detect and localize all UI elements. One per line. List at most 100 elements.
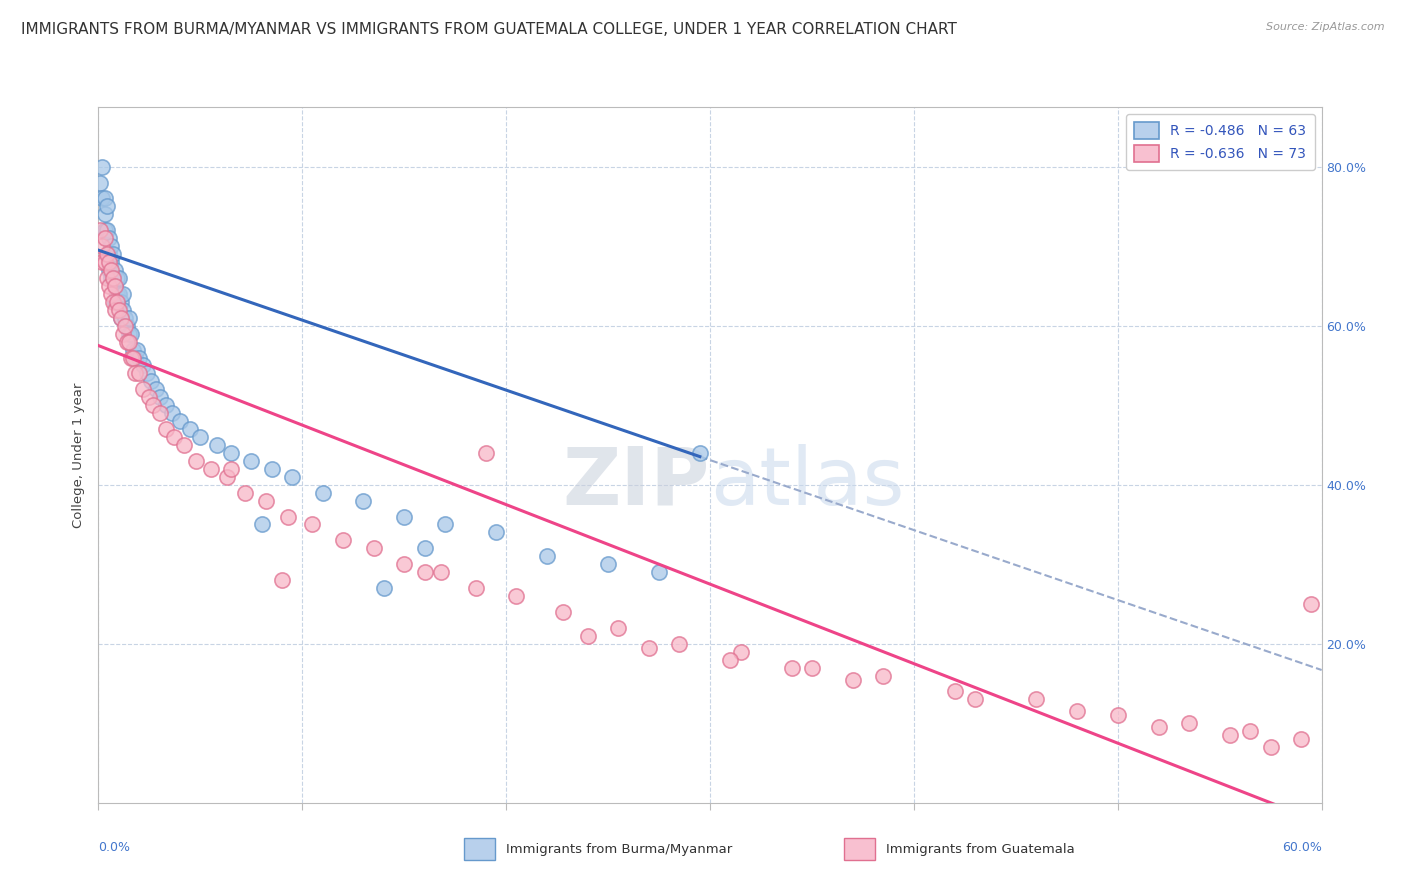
Point (96, 271, 118, 285)
Point (434, 517, 457, 532)
Point (128, 367, 150, 381)
Point (392, 509, 416, 524)
Text: ZIP: ZIP (562, 443, 710, 522)
Point (111, 326, 134, 341)
Text: 0.0%: 0.0% (98, 841, 131, 854)
Point (110, 310, 132, 325)
Point (281, 470, 304, 484)
Point (115, 334, 138, 349)
Point (841, 673, 863, 687)
Point (104, 279, 127, 293)
Text: Immigrants from Burma/Myanmar: Immigrants from Burma/Myanmar (506, 843, 733, 855)
Point (91, 192, 114, 206)
Point (215, 470, 238, 484)
Text: Immigrants from Guatemala: Immigrants from Guatemala (886, 843, 1074, 855)
Point (332, 533, 354, 548)
Point (1260, 740, 1282, 755)
Point (128, 351, 150, 365)
Point (413, 565, 436, 579)
Point (136, 367, 159, 381)
Point (1219, 728, 1241, 742)
Point (93, 192, 115, 206)
Point (219, 462, 242, 476)
Point (505, 589, 527, 603)
Point (392, 558, 416, 572)
Point (801, 660, 824, 674)
Point (114, 318, 136, 333)
Point (260, 462, 283, 476)
Point (430, 565, 453, 579)
Point (254, 493, 277, 508)
Point (352, 493, 374, 508)
Point (205, 438, 228, 452)
Point (485, 525, 508, 540)
Point (118, 334, 141, 349)
Point (132, 382, 155, 396)
Text: IMMIGRANTS FROM BURMA/MYANMAR VS IMMIGRANTS FROM GUATEMALA COLLEGE, UNDER 1 YEAR: IMMIGRANTS FROM BURMA/MYANMAR VS IMMIGRA… (21, 22, 957, 37)
Point (553, 605, 575, 619)
Point (100, 271, 122, 285)
Point (141, 375, 163, 389)
Point (124, 351, 146, 365)
Point (598, 558, 620, 572)
Point (124, 367, 146, 381)
Point (100, 263, 122, 277)
Point (145, 382, 167, 396)
Point (101, 294, 124, 309)
Point (638, 640, 661, 655)
Point (100, 239, 122, 253)
Point (120, 351, 142, 365)
Point (115, 318, 138, 333)
Point (114, 310, 136, 325)
Point (668, 637, 690, 651)
Point (97, 231, 120, 245)
Point (607, 621, 630, 635)
Point (101, 271, 124, 285)
Point (93, 255, 115, 269)
Point (200, 462, 222, 476)
Point (122, 351, 145, 365)
Point (97, 263, 120, 277)
Point (233, 485, 256, 500)
Point (104, 294, 127, 309)
Point (1291, 732, 1313, 747)
Point (96, 223, 118, 237)
Point (97, 279, 120, 293)
Legend: R = -0.486   N = 63, R = -0.636   N = 73: R = -0.486 N = 63, R = -0.636 N = 73 (1126, 114, 1315, 170)
Point (169, 414, 191, 428)
Point (965, 692, 987, 706)
Point (173, 438, 195, 452)
Point (301, 517, 323, 532)
Point (160, 406, 183, 420)
Text: Source: ZipAtlas.com: Source: ZipAtlas.com (1267, 22, 1385, 32)
Point (872, 668, 894, 682)
Point (576, 629, 599, 643)
FancyBboxPatch shape (844, 838, 875, 860)
Point (93, 231, 115, 245)
Point (474, 446, 498, 460)
Text: 60.0%: 60.0% (1282, 841, 1322, 854)
Point (105, 294, 128, 309)
Point (1178, 716, 1201, 731)
Point (127, 343, 149, 357)
Point (1025, 692, 1047, 706)
Point (105, 286, 128, 301)
Point (100, 286, 122, 301)
Y-axis label: College, Under 1 year: College, Under 1 year (72, 383, 86, 527)
Point (730, 645, 752, 659)
Point (1066, 704, 1088, 718)
Point (149, 390, 172, 404)
Point (104, 263, 127, 277)
Point (108, 271, 131, 285)
Text: atlas: atlas (710, 443, 904, 522)
Point (108, 286, 131, 301)
Point (1239, 724, 1261, 739)
Point (648, 565, 671, 579)
Point (689, 446, 711, 460)
Point (91, 255, 114, 269)
Point (312, 485, 335, 500)
Point (97, 247, 120, 261)
Point (1107, 708, 1129, 723)
Point (110, 310, 132, 325)
Point (118, 310, 141, 325)
